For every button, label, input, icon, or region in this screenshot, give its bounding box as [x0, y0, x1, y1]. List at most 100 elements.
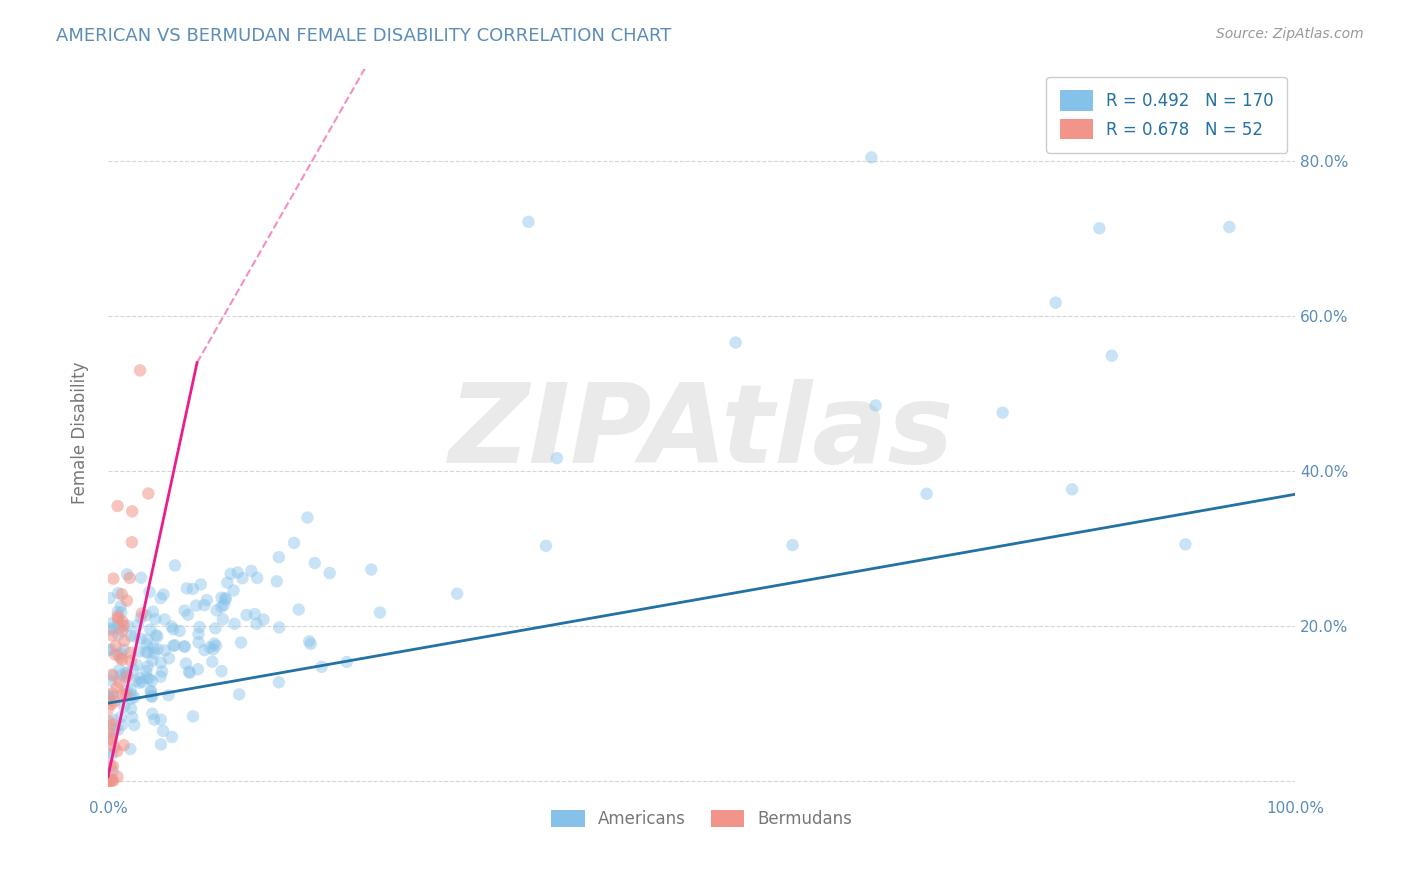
Point	[229, 635, 252, 649]
Point	[131, 607, 153, 621]
Point	[110, 606, 132, 620]
Point	[98, 731, 121, 746]
Point	[108, 675, 131, 690]
Point	[193, 599, 215, 613]
Point	[235, 608, 257, 623]
Point	[149, 591, 172, 606]
Point	[546, 451, 568, 466]
Point	[128, 645, 150, 659]
Point	[162, 639, 184, 653]
Point	[266, 574, 288, 589]
Point	[173, 640, 195, 654]
Point	[115, 666, 138, 681]
Point	[217, 575, 239, 590]
Point	[534, 539, 557, 553]
Point	[112, 633, 135, 648]
Point	[100, 731, 122, 746]
Point	[187, 662, 209, 676]
Point	[173, 639, 195, 653]
Point	[131, 675, 153, 690]
Point	[299, 637, 322, 651]
Point	[121, 535, 143, 549]
Point	[1088, 221, 1111, 235]
Point	[117, 618, 139, 632]
Point	[121, 710, 143, 724]
Point	[149, 670, 172, 684]
Point	[120, 646, 142, 660]
Point	[138, 585, 160, 599]
Point	[101, 747, 124, 761]
Point	[101, 616, 124, 631]
Point	[108, 663, 131, 677]
Point	[115, 683, 138, 698]
Text: ZIPAtlas: ZIPAtlas	[449, 379, 955, 486]
Point	[111, 653, 134, 667]
Point	[243, 607, 266, 621]
Point	[120, 629, 142, 643]
Point	[160, 730, 183, 744]
Point	[149, 713, 172, 727]
Point	[97, 773, 120, 788]
Point	[100, 758, 122, 772]
Point	[97, 773, 120, 788]
Point	[150, 665, 173, 679]
Point	[103, 695, 125, 709]
Point	[120, 742, 142, 756]
Point	[222, 583, 245, 598]
Point	[228, 687, 250, 701]
Point	[214, 591, 236, 605]
Point	[135, 638, 157, 652]
Point	[224, 616, 246, 631]
Point	[190, 577, 212, 591]
Point	[179, 665, 201, 680]
Point	[110, 599, 132, 614]
Point	[101, 718, 124, 732]
Point	[97, 747, 120, 761]
Point	[104, 648, 127, 662]
Point	[100, 697, 122, 711]
Point	[129, 671, 152, 685]
Point	[145, 612, 167, 626]
Point	[98, 591, 121, 605]
Point	[100, 642, 122, 657]
Point	[100, 733, 122, 747]
Point	[124, 718, 146, 732]
Point	[121, 504, 143, 518]
Point	[245, 616, 267, 631]
Point	[163, 558, 186, 573]
Point	[97, 688, 120, 702]
Point	[782, 538, 804, 552]
Point	[101, 759, 124, 773]
Point	[146, 630, 169, 644]
Point	[219, 566, 242, 581]
Point	[204, 621, 226, 635]
Point	[120, 654, 142, 668]
Point	[157, 651, 180, 665]
Point	[162, 622, 184, 636]
Point	[187, 627, 209, 641]
Point	[146, 641, 169, 656]
Point	[114, 671, 136, 685]
Point	[153, 643, 176, 657]
Point	[368, 606, 391, 620]
Point	[135, 645, 157, 659]
Point	[103, 740, 125, 755]
Point	[101, 764, 124, 779]
Point	[136, 671, 159, 685]
Point	[111, 687, 134, 701]
Point	[142, 640, 165, 655]
Point	[120, 702, 142, 716]
Point	[112, 642, 135, 657]
Point	[143, 713, 166, 727]
Point	[107, 628, 129, 642]
Point	[142, 605, 165, 619]
Point	[100, 773, 122, 788]
Point	[1218, 220, 1240, 235]
Point	[108, 621, 131, 635]
Point	[111, 717, 134, 731]
Point	[211, 612, 233, 626]
Point	[107, 616, 129, 631]
Point	[112, 618, 135, 632]
Point	[188, 620, 211, 634]
Point	[211, 591, 233, 605]
